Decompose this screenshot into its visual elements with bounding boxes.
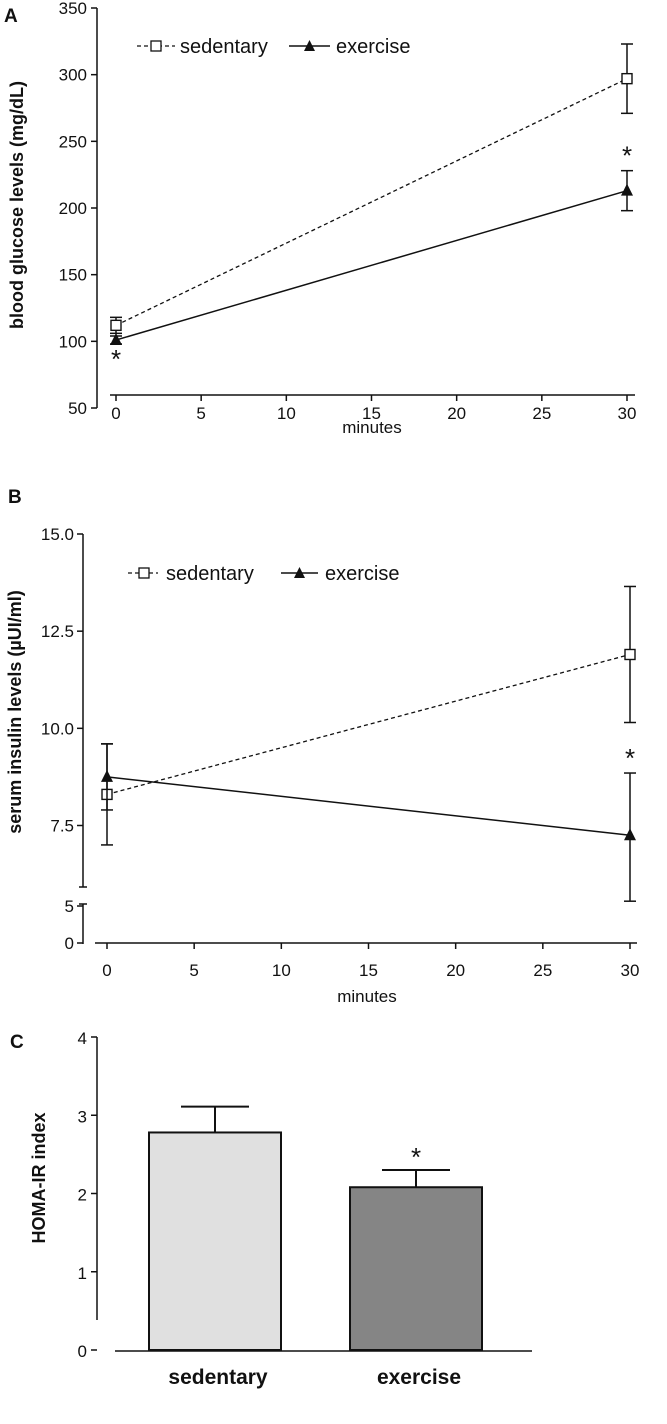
legend-a-sedentary-label: sedentary [180, 36, 268, 58]
panel-b-x-label: minutes [337, 987, 397, 1006]
panel-b-y-ticks: 7.5 10.0 12.5 15.0 0 5 [41, 525, 87, 953]
panel-c-bar-sedentary [148, 1131, 282, 1351]
panel-a-x-label: minutes [342, 418, 402, 437]
panel-b-y-tick-label: 15.0 [41, 525, 74, 544]
panel-c-category-label: exercise [377, 1366, 461, 1389]
panel-c-significance-asterisk: * [411, 1142, 421, 1172]
panel-a-exercise-point [621, 183, 633, 196]
panel-a-y-tick-label: 300 [59, 66, 87, 85]
panel-b: B 7.5 10.0 12.5 15.0 0 5 0 5 10 15 20 25 30 minutes… [5, 487, 639, 1006]
panel-a-series-exercise-line [115, 189, 628, 341]
panel-b-x-tick-label: 30 [621, 961, 640, 980]
panel-c-y-label: HOMA-IR index [29, 1112, 49, 1243]
panel-b-x-tick-label: 25 [533, 961, 552, 980]
panel-b-y-tick-label: 0 [65, 934, 74, 953]
panel-a-plot: ** [110, 43, 633, 374]
panel-b-y-label: serum insulin levels (µUI/ml) [5, 590, 25, 833]
legend-a-exercise-marker [304, 40, 315, 51]
panel-a-x-tick-label: 30 [618, 404, 637, 423]
panel-a-significance-asterisk: * [622, 141, 632, 171]
panel-b-x-tick-label: 15 [359, 961, 378, 980]
panel-a-y-tick-label: 150 [59, 266, 87, 285]
panel-c: C 0 1 2 3 4 HOMA-IR index sedentary exercise * [10, 1029, 532, 1389]
panel-c-y-ticks: 0 1 2 3 4 [78, 1029, 97, 1361]
panel-a-series-sedentary-line [115, 78, 628, 326]
panel-b-x-tick-label: 10 [272, 961, 291, 980]
panel-c-plot: sedentary exercise * [148, 1105, 483, 1389]
panel-a-y-tick-label: 200 [59, 199, 87, 218]
panel-c-bar-exercise [349, 1186, 483, 1351]
panel-b-series-exercise-line [106, 776, 631, 836]
panel-a-significance-asterisk: * [111, 344, 121, 374]
panel-c-y-tick-label: 2 [78, 1186, 87, 1205]
panel-b-y-tick-label: 7.5 [50, 817, 74, 836]
panel-a-letter: A [4, 6, 18, 27]
panel-a-x-tick-label: 25 [532, 404, 551, 423]
panel-c-y-tick-label: 3 [78, 1107, 87, 1126]
legend-a-sedentary-marker [150, 40, 162, 52]
legend-b-sedentary-marker [138, 567, 150, 579]
panel-b-x-tick-label: 0 [102, 961, 111, 980]
panel-a: A 50 100 150 200 250 300 350 0 5 10 15 20 25 30 minu… [4, 0, 636, 437]
panel-b-y-tick-label: 10.0 [41, 719, 74, 738]
panel-b-exercise-point [101, 769, 113, 782]
panel-b-x-tick-label: 20 [446, 961, 465, 980]
panel-a-exercise-point [110, 333, 122, 345]
panel-c-y-tick-label: 0 [78, 1342, 87, 1361]
panel-a-y-tick-label: 50 [68, 399, 87, 418]
panel-a-y-tick-label: 350 [59, 0, 87, 18]
panel-b-y-tick-label: 5 [65, 897, 74, 916]
panel-b-series-sedentary-line [106, 653, 631, 796]
legend-b-exercise-marker [294, 567, 305, 578]
panel-b-sedentary-point [624, 648, 636, 661]
panel-a-x-tick-label: 20 [447, 404, 466, 423]
panel-a-y-tick-label: 250 [59, 132, 87, 151]
panel-a-x-tick-label: 5 [196, 404, 205, 423]
panel-a-y-ticks: 50 100 150 200 250 300 350 [59, 0, 97, 418]
panel-a-sedentary-point [110, 319, 122, 332]
legend-b-exercise-label: exercise [325, 563, 399, 585]
panel-b-plot: * [101, 585, 636, 902]
panel-c-category-label: sedentary [168, 1366, 268, 1389]
panel-c-letter: C [10, 1032, 24, 1053]
panel-c-y-tick-label: 1 [78, 1264, 87, 1283]
panel-a-y-label: blood glucose levels (mg/dL) [7, 81, 27, 329]
panel-b-letter: B [8, 487, 22, 508]
panel-b-x-ticks: 0 5 10 15 20 25 30 [102, 943, 639, 980]
panel-c-y-tick-label: 4 [78, 1029, 87, 1048]
panel-a-legend: sedentary exercise [137, 36, 410, 58]
panel-b-legend: sedentary exercise [128, 563, 399, 585]
legend-b-sedentary-label: sedentary [166, 563, 254, 585]
panel-a-y-tick-label: 100 [59, 332, 87, 351]
panel-a-x-tick-label: 15 [362, 404, 381, 423]
legend-a-exercise-label: exercise [336, 36, 410, 58]
panel-b-exercise-point [624, 828, 636, 841]
panel-a-sedentary-point [621, 72, 633, 85]
panel-a-x-tick-label: 0 [111, 404, 120, 423]
panel-b-y-tick-label: 12.5 [41, 622, 74, 641]
panel-a-x-tick-label: 10 [277, 404, 296, 423]
panel-b-significance-asterisk: * [625, 743, 635, 773]
panel-b-x-tick-label: 5 [189, 961, 198, 980]
panel-a-x-ticks: 0 5 10 15 20 25 30 [111, 395, 636, 423]
